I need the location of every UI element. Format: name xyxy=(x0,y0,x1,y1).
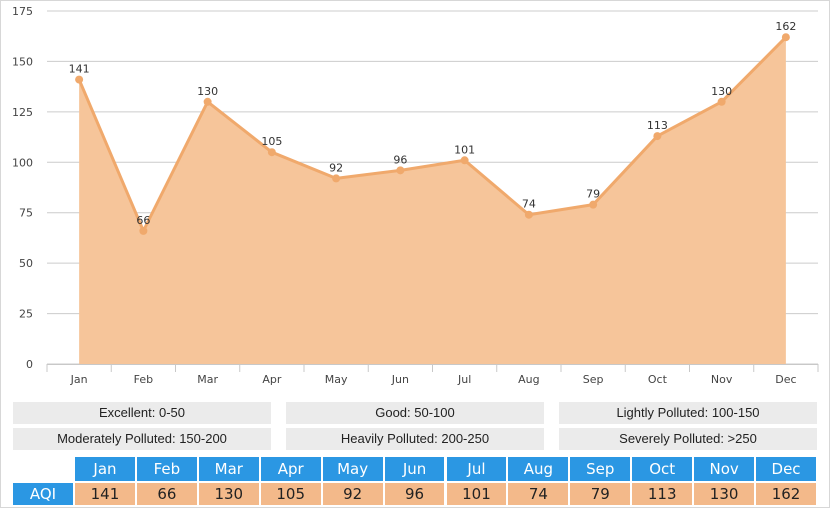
x-tick-label: Mar xyxy=(197,373,218,386)
y-tick-label: 75 xyxy=(19,207,33,220)
data-point xyxy=(139,226,148,235)
data-point xyxy=(781,33,790,42)
data-label: 101 xyxy=(454,143,475,156)
data-point xyxy=(267,148,276,157)
x-tick-label: Dec xyxy=(775,373,796,386)
x-tick-label: Jul xyxy=(457,373,471,386)
x-tick-label: May xyxy=(325,373,348,386)
data-point xyxy=(524,210,533,219)
x-axis: Jan Feb Mar Apr May Jun Jul Aug Sep Oct Nov Dec xyxy=(46,364,819,386)
aqi-line xyxy=(77,36,787,233)
data-point xyxy=(589,200,598,209)
legend-heavily-polluted: Heavily Polluted: 200-250 xyxy=(286,428,544,450)
data-label: 66 xyxy=(136,214,150,227)
table-header-cell: Sep xyxy=(570,457,631,481)
y-tick-label: 50 xyxy=(19,257,33,270)
table-header-cell: Jan xyxy=(75,457,135,481)
y-axis-ticks: 0 25 50 75 100 125 150 175 xyxy=(12,5,33,371)
table-header-cell: Nov xyxy=(694,457,755,481)
data-label: 105 xyxy=(261,135,282,148)
y-tick-label: 125 xyxy=(12,106,33,119)
data-point xyxy=(653,132,662,141)
table-header-cell: Aug xyxy=(508,457,569,481)
data-labels: 141 66 130 105 92 96 101 74 79 113 130 162 xyxy=(69,20,797,227)
table-value-cell: 101 xyxy=(446,483,507,505)
table-row-label: AQI xyxy=(13,483,73,505)
data-point xyxy=(460,156,469,165)
table-value-cell: 113 xyxy=(632,483,693,505)
legend-good: Good: 50-100 xyxy=(286,402,544,424)
legend-moderately-polluted: Moderately Polluted: 150-200 xyxy=(13,428,271,450)
x-tick-label: Jun xyxy=(391,373,409,386)
legend-lightly-polluted: Lightly Polluted: 100-150 xyxy=(559,402,817,424)
y-tick-label: 150 xyxy=(12,55,33,68)
data-point xyxy=(717,97,726,106)
aqi-area-chart: 0 25 50 75 100 125 150 175 141 66 130 105 92 96 101 74… xyxy=(12,5,819,386)
table-header-cell: Apr xyxy=(260,457,321,481)
table-value-cell: 66 xyxy=(136,483,197,505)
legend-severely-polluted: Severely Polluted: >250 xyxy=(559,428,817,450)
x-tick-label: Sep xyxy=(583,373,604,386)
x-tick-label: Jan xyxy=(70,373,88,386)
legend-excellent: Excellent: 0-50 xyxy=(13,402,271,424)
table-value-cell: 130 xyxy=(694,483,755,505)
data-point xyxy=(396,166,405,175)
table-value-cell: 92 xyxy=(322,483,383,505)
data-label: 92 xyxy=(329,161,343,174)
data-label: 74 xyxy=(522,198,536,211)
table-header-cell: Oct xyxy=(632,457,693,481)
x-tick-label: Nov xyxy=(711,373,733,386)
table-value-cell: 96 xyxy=(384,483,445,505)
data-label: 162 xyxy=(775,20,796,33)
table-header-cell: May xyxy=(322,457,383,481)
table-header-cell: Dec xyxy=(756,457,816,481)
data-label: 96 xyxy=(393,153,407,166)
y-tick-label: 25 xyxy=(19,308,33,321)
data-label: 130 xyxy=(197,85,218,98)
x-tick-label: Oct xyxy=(648,373,668,386)
data-point xyxy=(75,75,84,84)
data-point xyxy=(203,97,212,106)
data-label: 113 xyxy=(647,119,668,132)
aqi-area-fill xyxy=(79,37,786,364)
data-label: 79 xyxy=(586,188,600,201)
y-tick-label: 0 xyxy=(26,358,33,371)
table-value-cell: 162 xyxy=(756,483,816,505)
table-value-cell: 79 xyxy=(570,483,631,505)
data-points xyxy=(75,33,790,235)
table-header-cell: Jun xyxy=(384,457,445,481)
table-header-cell: Feb xyxy=(136,457,197,481)
table-value-cell: 130 xyxy=(198,483,259,505)
data-label: 141 xyxy=(69,63,90,76)
y-tick-label: 100 xyxy=(12,156,33,169)
y-tick-label: 175 xyxy=(12,5,33,18)
data-label: 130 xyxy=(711,85,732,98)
x-tick-label: Aug xyxy=(518,373,539,386)
table-header-cell: Mar xyxy=(198,457,259,481)
x-tick-label: Feb xyxy=(134,373,153,386)
x-tick-label: Apr xyxy=(262,373,282,386)
table-value-cell: 141 xyxy=(75,483,135,505)
data-point xyxy=(332,174,341,183)
table-value-cell: 74 xyxy=(508,483,569,505)
table-header-cell: Jul xyxy=(446,457,507,481)
table-value-cell: 105 xyxy=(260,483,321,505)
